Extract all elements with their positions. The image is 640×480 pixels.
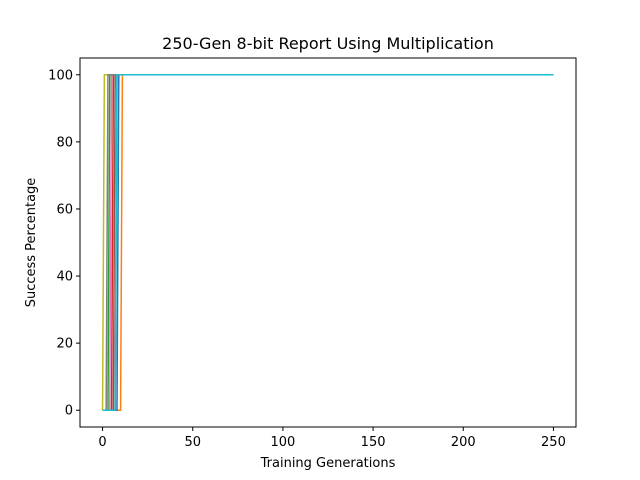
- x-tick-label: 50: [184, 435, 201, 450]
- x-tick-label: 100: [270, 435, 295, 450]
- x-axis-label: Training Generations: [260, 456, 396, 471]
- y-tick-label: 60: [56, 202, 73, 217]
- y-tick-label: 40: [56, 270, 73, 285]
- x-tick-label: 150: [361, 435, 386, 450]
- series-line-10: [102, 74, 554, 411]
- series-line-3: [102, 74, 554, 411]
- series-line-2: [102, 74, 554, 411]
- x-axis-ticks: 0 50 100 150 200 250: [98, 427, 566, 450]
- series-line-6: [102, 74, 554, 411]
- series-line-5: [102, 74, 554, 411]
- chart-title: 250-Gen 8-bit Report Using Multiplicatio…: [162, 34, 494, 53]
- y-axis-label: Success Percentage: [24, 178, 39, 308]
- series-line-9: [102, 74, 554, 411]
- plot-series: [101, 74, 554, 411]
- y-tick-label: 20: [56, 337, 73, 352]
- series-line-7: [102, 74, 554, 411]
- y-axis-ticks: 0 20 40 60 80 100: [48, 68, 80, 419]
- y-tick-label: 100: [48, 68, 73, 83]
- series-line-8: [101, 74, 554, 411]
- series-line-1: [102, 74, 554, 411]
- series-line-4: [102, 74, 554, 411]
- x-tick-label: 250: [541, 435, 566, 450]
- x-tick-label: 200: [451, 435, 476, 450]
- x-tick-label: 0: [98, 435, 106, 450]
- y-tick-label: 80: [56, 135, 73, 150]
- axes-frame: [79, 57, 577, 428]
- y-tick-label: 0: [65, 404, 73, 419]
